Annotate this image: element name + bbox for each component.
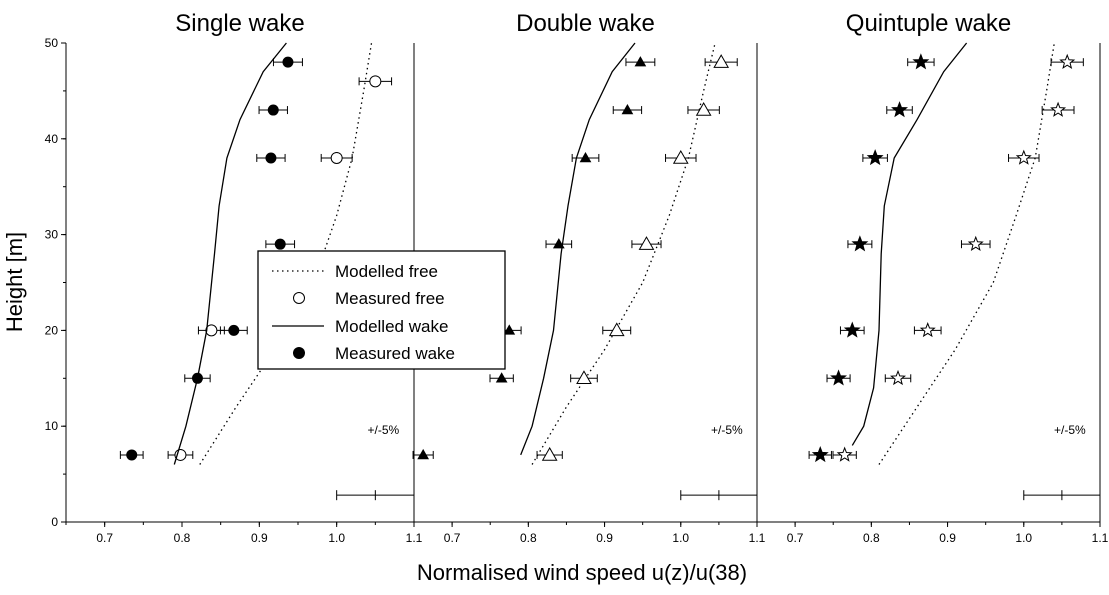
measured-free-point: [638, 236, 655, 250]
legend-swatch-measured-wake: [293, 347, 305, 359]
panel-3: Quintuple wake 0.7 0.8 0.9 1.0 1.1 +/-5%: [756, 10, 1109, 545]
x-tick-label: 1.1: [1092, 531, 1109, 545]
measured-wake-point: [552, 238, 565, 249]
measured-free-point: [695, 102, 712, 116]
legend-label-modelled-wake: Modelled wake: [335, 317, 448, 336]
panels: Single wake 0.7 0.8 0.9 1.0 1.1 0 10 20 30 40 50 +/-…: [45, 10, 1109, 545]
modelled-wake-line: [851, 42, 968, 446]
measured-wake-point: [274, 238, 286, 250]
x-tick-label: 1.0: [1015, 531, 1032, 545]
measured-wake-point: [912, 53, 930, 70]
panel-title: Single wake: [175, 10, 304, 37]
measured-free-point: [608, 322, 625, 337]
measured-free-point: [369, 75, 382, 88]
panel-2: Double wake 0.7 0.8 0.9 1.0 1.1 +/-5%: [412, 10, 766, 545]
measured-free-point: [1050, 101, 1067, 117]
measured-wake-point: [811, 446, 829, 463]
measured-wake-point: [579, 151, 592, 163]
measured-free-point: [967, 235, 984, 251]
measured-free-point: [330, 151, 343, 164]
measured-wake-point: [191, 372, 203, 384]
measured-wake-point: [830, 369, 848, 386]
x-tick-label: 0.9: [596, 531, 613, 545]
measured-free-point: [836, 446, 853, 462]
measured-wake-point: [267, 104, 279, 116]
measured-free-point: [1015, 149, 1032, 165]
x-tick-label: 1.0: [328, 531, 345, 545]
measured-wake-point: [891, 101, 908, 118]
y-tick-label: 40: [45, 132, 59, 146]
measured-free-point: [541, 446, 558, 461]
measured-free-point: [890, 369, 906, 386]
modelled-free-line: [199, 42, 373, 465]
x-tick-label: 0.9: [939, 531, 956, 545]
measured-free-point: [576, 370, 592, 385]
y-tick-label: 50: [45, 36, 59, 50]
measured-wake-point: [265, 152, 277, 164]
measured-wake-point: [126, 449, 138, 461]
measured-wake-point: [282, 56, 294, 68]
x-tick-label: 0.9: [251, 531, 268, 545]
legend-label-measured-free: Measured free: [335, 289, 445, 308]
measured-free-point: [919, 322, 936, 338]
measured-wake-point: [495, 372, 508, 383]
measured-wake-point: [851, 235, 869, 252]
x-tick-label: 0.7: [96, 531, 113, 545]
panel-1: Single wake 0.7 0.8 0.9 1.0 1.1 0 10 20 30 40 50 +/-…: [45, 10, 423, 545]
measured-free-point: [672, 149, 689, 164]
x-axis-label: Normalised wind speed u(z)/u(38): [417, 560, 747, 585]
modelled-wake-line: [520, 42, 636, 456]
measured-wake-point: [228, 324, 240, 336]
x-tick-label: 0.8: [863, 531, 880, 545]
y-tick-label: 20: [45, 323, 59, 337]
y-tick-label: 10: [45, 419, 59, 433]
legend-label-measured-wake: Measured wake: [335, 344, 455, 363]
x-tick-label: 0.7: [787, 531, 804, 545]
x-tick-label: 1.0: [672, 531, 689, 545]
y-axis-label: Height [m]: [2, 232, 27, 332]
x-tick-label: 0.7: [444, 531, 461, 545]
x-tick-label: 1.1: [406, 531, 423, 545]
modelled-free-line: [878, 42, 1055, 465]
measured-free-point: [205, 324, 218, 337]
measured-free-point: [713, 54, 730, 68]
x-tick-label: 0.8: [520, 531, 537, 545]
measured-wake-point: [621, 104, 634, 115]
measured-wake-point: [503, 324, 516, 335]
legend-label-modelled-free: Modelled free: [335, 262, 438, 281]
error-note: +/-5%: [367, 423, 399, 437]
measured-wake-point: [417, 448, 430, 460]
y-tick-label: 0: [51, 515, 58, 529]
legend: Modelled free Measured free Modelled wak…: [257, 250, 506, 370]
legend-swatch-measured-free: [293, 292, 305, 304]
measured-wake-point: [843, 321, 861, 338]
measured-wake-point: [634, 56, 647, 67]
x-tick-label: 0.8: [174, 531, 191, 545]
modelled-wake-line: [173, 42, 287, 465]
measured-wake-point: [866, 149, 884, 166]
panel-title: Quintuple wake: [846, 10, 1011, 37]
error-note: +/-5%: [1054, 423, 1086, 437]
x-tick-label: 1.1: [749, 531, 766, 545]
measured-free-point: [1059, 53, 1076, 69]
error-note: +/-5%: [711, 423, 743, 437]
y-tick-label: 30: [45, 228, 59, 242]
panel-title: Double wake: [516, 10, 655, 37]
